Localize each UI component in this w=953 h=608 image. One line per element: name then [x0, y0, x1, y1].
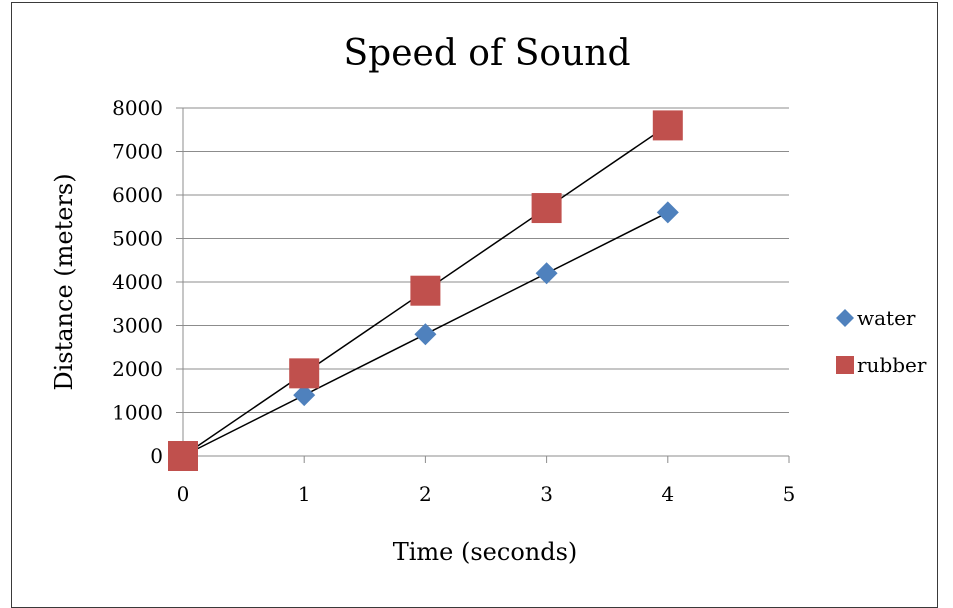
x-tick-label: 3: [540, 482, 553, 506]
legend-marker-rubber: [836, 356, 854, 374]
y-tick-label: 4000: [112, 270, 163, 294]
y-tick-label: 2000: [112, 357, 163, 381]
y-tick-label: 6000: [112, 183, 163, 207]
x-tick-label: 1: [298, 482, 311, 506]
x-axis-title: Time (seconds): [393, 538, 578, 566]
x-tick-label: 2: [419, 482, 432, 506]
x-tick-label: 0: [177, 482, 190, 506]
y-tick-label: 7000: [112, 140, 163, 164]
point-water: [293, 384, 316, 407]
point-rubber: [168, 441, 198, 471]
chart-title: Speed of Sound: [344, 33, 631, 74]
data-points: [168, 110, 683, 471]
point-rubber: [289, 358, 320, 389]
y-tick-label: 0: [150, 444, 163, 468]
chart-area: [11, 2, 938, 608]
tick-labels: 0 1000 2000 3000 4000 5000 6000 7000 8000 0 1 2 3 4 5: [112, 96, 795, 506]
y-tick-label: 5000: [112, 227, 163, 251]
y-axis-title: Distance (meters): [50, 173, 78, 390]
point-rubber: [531, 193, 562, 224]
legend-label-water: water: [857, 306, 916, 330]
x-tick-label: 5: [783, 482, 796, 506]
x-tick-label: 4: [661, 482, 674, 506]
point-water: [414, 323, 437, 346]
y-tick-label: 1000: [112, 401, 163, 425]
point-rubber: [652, 110, 683, 141]
y-tick-label: 8000: [112, 96, 163, 120]
axes: [176, 107, 790, 463]
legend-label-rubber: rubber: [857, 353, 927, 377]
point-water: [656, 201, 679, 224]
legend: water rubber: [836, 306, 927, 377]
point-rubber: [410, 275, 441, 306]
legend-marker-water: [836, 309, 854, 327]
gridlines: [183, 107, 789, 413]
y-tick-label: 3000: [112, 314, 163, 338]
point-water: [535, 262, 558, 285]
